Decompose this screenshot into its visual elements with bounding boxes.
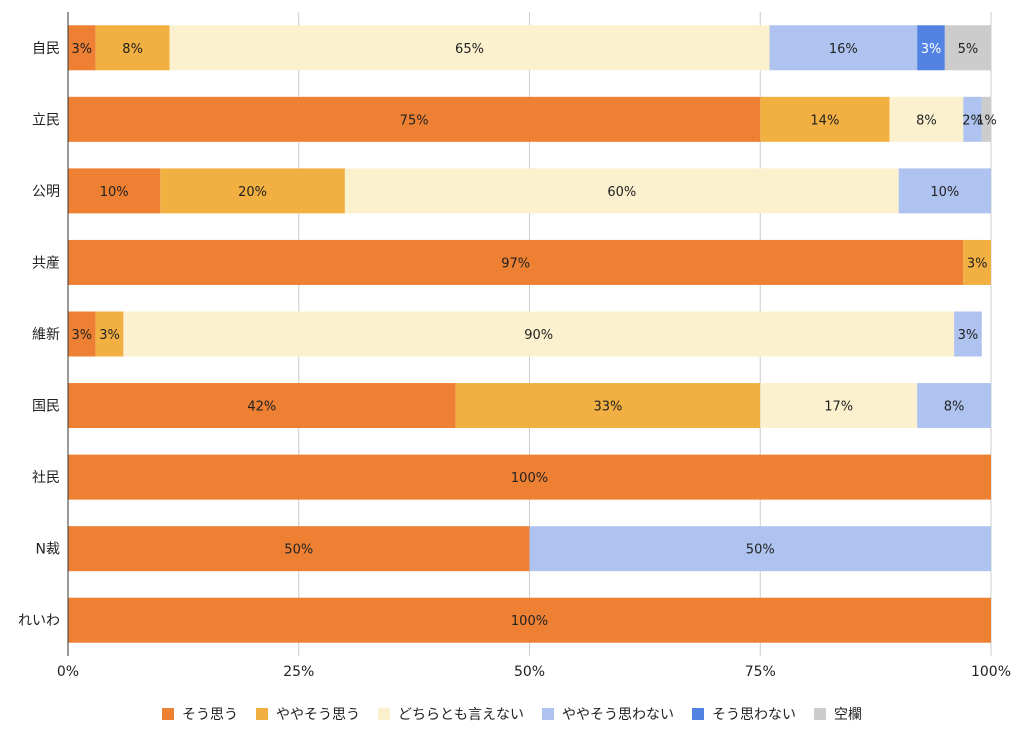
data-label: 97% [501, 256, 530, 271]
legend-item: そう思う [162, 704, 238, 724]
bar-segment [123, 311, 955, 357]
data-label: 1% [976, 113, 997, 128]
data-label: 3% [72, 42, 93, 57]
legend-label: どちらとも言えない [398, 707, 524, 723]
data-label: 17% [824, 400, 853, 415]
data-label: 90% [524, 328, 553, 343]
bar-segment [889, 96, 964, 142]
data-label: 3% [967, 256, 988, 271]
y-category-label: 維新 [32, 327, 60, 343]
data-label: 100% [511, 471, 548, 486]
x-tick-label: 100% [971, 664, 1011, 680]
data-label: 50% [746, 543, 775, 558]
bar-segment [917, 25, 945, 71]
x-tick-label: 75% [745, 664, 776, 680]
y-category-label: 立民 [32, 112, 60, 128]
data-label: 20% [238, 185, 267, 200]
bar-segment [529, 526, 991, 572]
y-category-label: 共産 [32, 255, 60, 271]
bar-segment [95, 311, 124, 357]
legend-label: ややそう思う [276, 707, 360, 723]
data-label: 42% [247, 400, 276, 415]
bar-segment [68, 25, 96, 71]
bar-segment [95, 25, 170, 71]
legend-swatch [378, 708, 390, 720]
legend-label: ややそう思わない [562, 707, 674, 723]
bar-segment [344, 168, 899, 214]
data-label: 8% [916, 113, 937, 128]
y-category-label: 社民 [32, 470, 60, 486]
bar-segment [917, 383, 991, 429]
x-tick-label: 25% [283, 664, 314, 680]
bar-segment [68, 526, 530, 572]
data-label: 14% [810, 113, 839, 128]
bar-segment [68, 597, 991, 643]
bar-segment [68, 454, 991, 500]
bar-segment [769, 25, 918, 71]
bar-segment [760, 96, 890, 142]
data-label: 100% [511, 614, 548, 629]
data-label: 2% [962, 113, 983, 128]
data-label: 33% [594, 400, 623, 415]
y-category-label: 自民 [32, 41, 60, 57]
data-label: 3% [99, 328, 120, 343]
data-label: 10% [100, 185, 129, 200]
bar-segment [68, 96, 761, 142]
legend-swatch [256, 708, 268, 720]
y-category-label: 公明 [32, 184, 60, 200]
legend-item: ややそう思う [256, 704, 360, 724]
data-label: 16% [829, 42, 858, 57]
bar-segment [160, 168, 345, 214]
bar-segment [169, 25, 770, 71]
bar-segment [68, 311, 96, 357]
data-label: 50% [284, 543, 313, 558]
data-label: 3% [72, 328, 93, 343]
legend-swatch [692, 708, 704, 720]
data-label: 8% [944, 400, 965, 415]
data-label: 10% [930, 185, 959, 200]
y-category-label: 国民 [32, 399, 60, 415]
bar-segment [455, 383, 761, 429]
legend-item: 空欄 [814, 704, 862, 724]
bar-segment [963, 96, 982, 142]
bar-segment [68, 168, 161, 214]
data-label: 3% [921, 42, 942, 57]
y-category-label: N裁 [36, 542, 60, 558]
stacked-bar-chart: 0% 25% 50% 75% 100% 自民 3% 8% 65% 16% 3% 5% 立民 75% 14% 8… [18, 12, 1011, 680]
legend-label: そう思う [182, 707, 238, 723]
data-label: 75% [400, 113, 429, 128]
legend-item: どちらとも言えない [378, 704, 524, 724]
bar-segment [760, 383, 918, 429]
x-tick-label: 50% [514, 664, 545, 680]
y-category-label: れいわ [18, 613, 60, 629]
legend-label: そう思わない [712, 707, 796, 723]
bar-segment [981, 96, 991, 142]
bar-segment [944, 25, 991, 71]
legend-label: 空欄 [834, 707, 862, 723]
x-tick-label: 0% [57, 664, 79, 680]
data-label: 5% [958, 42, 979, 57]
bar-segment [68, 383, 456, 429]
data-label: 3% [958, 328, 979, 343]
bar-segment [898, 168, 991, 214]
bar-segment [68, 239, 964, 285]
legend-item: ややそう思わない [542, 704, 674, 724]
data-label: 65% [455, 42, 484, 57]
bar-segment [963, 239, 991, 285]
legend-swatch [814, 708, 826, 720]
bar-segment [954, 311, 982, 357]
data-label: 8% [122, 42, 143, 57]
data-label: 60% [607, 185, 636, 200]
legend-item: そう思わない [692, 704, 796, 724]
legend-swatch [162, 708, 174, 720]
legend: そう思う ややそう思う どちらとも言えない ややそう思わない そう思わない 空欄 [0, 700, 1024, 728]
legend-swatch [542, 708, 554, 720]
